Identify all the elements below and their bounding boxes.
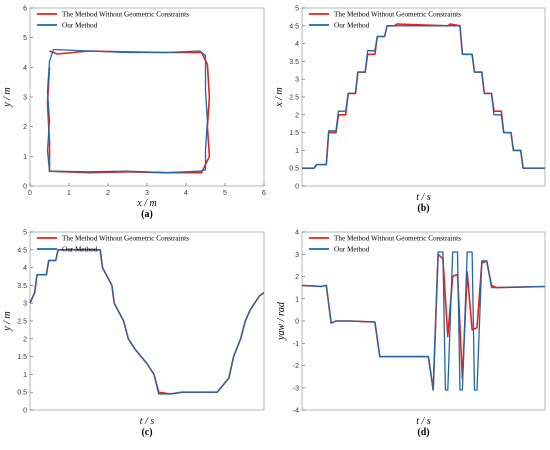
panel-label: (d) [417, 427, 429, 438]
y-tick-label: 5 [295, 6, 299, 13]
x-axis-label: t / s [416, 416, 431, 427]
plot-frame-1 [29, 7, 265, 187]
series-line-without-constraints [29, 249, 265, 395]
y-axis-label: y / m [2, 311, 13, 331]
y-tick-label: -1 [293, 341, 299, 348]
panel-label: (b) [417, 203, 429, 214]
legend-label-our-method: Our Method [62, 246, 98, 254]
legend-label-our-method: Our Method [62, 22, 98, 30]
x-axis-label: t / s [416, 192, 431, 203]
y-tick-label: 3.5 [17, 283, 27, 290]
legend-label-without-constraints: The Method Without Geometric Constraints [334, 11, 461, 19]
y-axis-label: x / m [274, 87, 285, 107]
y-tick-label: 6 [23, 6, 27, 13]
y-tick-label: 3 [295, 77, 299, 84]
y-tick-label: 1.5 [17, 354, 27, 361]
y-tick-label: 0 [295, 184, 299, 191]
y-tick-label: 2 [295, 112, 299, 119]
x-axis-label: x / m [136, 198, 156, 209]
y-tick-label: 5 [23, 230, 27, 237]
y-tick-label: 5 [23, 35, 27, 42]
series-line-without-constraints [302, 23, 545, 169]
y-tick-label: 3 [23, 301, 27, 308]
y-tick-label: 0.5 [17, 390, 27, 397]
y-tick-label: -4 [293, 408, 299, 415]
y-tick-label: 2.5 [17, 319, 27, 326]
y-tick-label: 0 [23, 184, 27, 191]
x-tick-label: 0 [28, 190, 32, 197]
y-tick-label: 4.5 [17, 247, 27, 254]
x-tick-label: 4 [184, 190, 188, 197]
y-tick-label: 1 [23, 372, 27, 379]
y-tick-label: 4 [295, 41, 299, 48]
y-tick-label: 1.5 [289, 130, 299, 137]
y-tick-label: 3 [23, 95, 27, 102]
y-tick-label: -3 [293, 385, 299, 392]
series-line-without-constraints [301, 253, 546, 391]
y-tick-label: 0 [295, 319, 299, 326]
y-tick-label: 3.5 [289, 59, 299, 66]
y-tick-label: 4.5 [289, 23, 299, 30]
plot-frame-3 [29, 231, 265, 411]
legend-label-without-constraints: The Method Without Geometric Constraints [62, 11, 189, 19]
y-axis-label: yaw / rad [276, 301, 287, 341]
legend-label-our-method: Our Method [334, 22, 370, 30]
legend-label-without-constraints: The Method Without Geometric Constraints [334, 235, 461, 243]
y-tick-label: 2 [23, 336, 27, 343]
y-tick-label: 1 [295, 148, 299, 155]
series-line-without-constraints [46, 50, 211, 174]
x-tick-label: 1 [67, 190, 71, 197]
y-axis-label: y / m [2, 87, 13, 107]
panel-label: (a) [141, 209, 153, 220]
y-tick-label: 4 [23, 65, 27, 72]
x-tick-label: 5 [223, 190, 227, 197]
y-tick-label: 0 [23, 408, 27, 415]
legend-label-our-method: Our Method [334, 246, 370, 254]
panel-label: (c) [141, 427, 152, 438]
series-line-our-method [302, 25, 545, 169]
x-tick-label: 3 [145, 190, 149, 197]
series-line-our-method [301, 251, 546, 391]
x-axis-label: t / s [140, 416, 155, 427]
x-tick-label: 2 [106, 190, 110, 197]
x-tick-label: 6 [262, 190, 266, 197]
series-line-our-method [29, 249, 265, 395]
y-tick-label: 3 [295, 252, 299, 259]
y-tick-label: 4 [23, 265, 27, 272]
y-tick-label: 1 [23, 154, 27, 161]
y-tick-label: 0.5 [289, 166, 299, 173]
y-tick-label: -2 [293, 363, 299, 370]
y-tick-label: 1 [295, 296, 299, 303]
y-tick-label: 2 [23, 124, 27, 131]
plot-frame-2 [301, 7, 546, 187]
legend-label-without-constraints: The Method Without Geometric Constraints [62, 235, 189, 243]
y-tick-label: 2.5 [289, 95, 299, 102]
y-tick-label: 4 [295, 230, 299, 237]
y-tick-label: 2 [295, 274, 299, 281]
series-line-our-method [46, 48, 209, 174]
